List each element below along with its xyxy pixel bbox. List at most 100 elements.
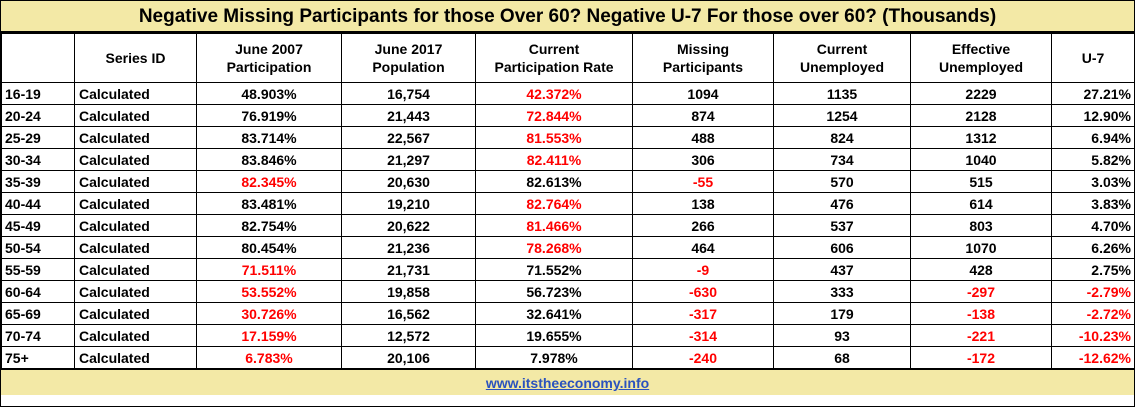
cell-p2007: 48.903% — [196, 82, 342, 105]
footer-bar: www.itstheeconomy.info — [1, 369, 1134, 395]
table-row: 25-29 Calculated 83.714% 22,567 81.553% 488 82… — [1, 126, 1135, 149]
cell-age: 25-29 — [1, 126, 75, 149]
header-line2: Unemployed — [938, 59, 1023, 75]
header-june-2007-participation: June 2007 Participation — [196, 33, 342, 83]
header-row: Series ID June 2007 Participation June 2017… — [1, 33, 1135, 83]
header-line2: Participation — [226, 59, 312, 75]
cell-current-rate: 81.466% — [475, 214, 633, 237]
cell-pop2017: 20,622 — [341, 214, 476, 237]
cell-age: 20-24 — [1, 104, 75, 127]
cell-unemployed: 333 — [773, 280, 911, 303]
cell-effective: 515 — [910, 170, 1052, 193]
table-row: 16-19 Calculated 48.903% 16,754 42.372% 1094 1… — [1, 82, 1135, 105]
cell-current-rate: 32.641% — [475, 302, 633, 325]
cell-unemployed: 734 — [773, 148, 911, 171]
header-line1: Current — [816, 41, 868, 57]
cell-unemployed: 476 — [773, 192, 911, 215]
cell-age: 75+ — [1, 346, 75, 369]
cell-current-rate: 71.552% — [475, 258, 633, 281]
cell-p2007: 71.511% — [196, 258, 342, 281]
cell-series: Calculated — [74, 302, 197, 325]
cell-u7: -2.72% — [1051, 302, 1135, 325]
table-row: 35-39 Calculated 82.345% 20,630 82.613% -55 57… — [1, 170, 1135, 193]
cell-series: Calculated — [74, 170, 197, 193]
cell-pop2017: 22,567 — [341, 126, 476, 149]
cell-series: Calculated — [74, 148, 197, 171]
cell-missing: -9 — [632, 258, 774, 281]
cell-age: 30-34 — [1, 148, 75, 171]
cell-series: Calculated — [74, 192, 197, 215]
cell-missing: -314 — [632, 324, 774, 347]
cell-missing: 306 — [632, 148, 774, 171]
cell-effective: 2229 — [910, 82, 1052, 105]
cell-current-rate: 72.844% — [475, 104, 633, 127]
cell-missing: -630 — [632, 280, 774, 303]
cell-series: Calculated — [74, 258, 197, 281]
header-age — [1, 33, 75, 83]
cell-u7: 5.82% — [1051, 148, 1135, 171]
cell-p2007: 6.783% — [196, 346, 342, 369]
cell-effective: 1312 — [910, 126, 1052, 149]
cell-unemployed: 179 — [773, 302, 911, 325]
cell-current-rate: 81.553% — [475, 126, 633, 149]
cell-pop2017: 21,297 — [341, 148, 476, 171]
cell-missing: 874 — [632, 104, 774, 127]
cell-current-rate: 56.723% — [475, 280, 633, 303]
cell-u7: -10.23% — [1051, 324, 1135, 347]
cell-missing: -317 — [632, 302, 774, 325]
cell-current-rate: 42.372% — [475, 82, 633, 105]
cell-series: Calculated — [74, 82, 197, 105]
cell-pop2017: 20,106 — [341, 346, 476, 369]
header-line2: Participation Rate — [494, 59, 614, 75]
footer-link[interactable]: www.itstheeconomy.info — [485, 375, 650, 391]
cell-series: Calculated — [74, 280, 197, 303]
cell-effective: -221 — [910, 324, 1052, 347]
cell-series: Calculated — [74, 324, 197, 347]
table-row: 45-49 Calculated 82.754% 20,622 81.466% 266 53… — [1, 214, 1135, 237]
cell-missing: -240 — [632, 346, 774, 369]
cell-current-rate: 7.978% — [475, 346, 633, 369]
cell-age: 55-59 — [1, 258, 75, 281]
cell-missing: 1094 — [632, 82, 774, 105]
cell-missing: 464 — [632, 236, 774, 259]
cell-u7: -12.62% — [1051, 346, 1135, 369]
cell-u7: 3.03% — [1051, 170, 1135, 193]
cell-u7: 12.90% — [1051, 104, 1135, 127]
header-series-id: Series ID — [74, 33, 197, 83]
header-june-2017-population: June 2017 Population — [341, 33, 476, 83]
cell-p2007: 30.726% — [196, 302, 342, 325]
cell-pop2017: 12,572 — [341, 324, 476, 347]
cell-age: 45-49 — [1, 214, 75, 237]
cell-p2007: 53.552% — [196, 280, 342, 303]
table-title: Negative Missing Participants for those … — [1, 1, 1134, 33]
cell-effective: 428 — [910, 258, 1052, 281]
cell-age: 35-39 — [1, 170, 75, 193]
cell-u7: 6.26% — [1051, 236, 1135, 259]
table-body: 16-19 Calculated 48.903% 16,754 42.372% 1094 1… — [1, 82, 1135, 369]
header-current-participation-rate: Current Participation Rate — [475, 33, 633, 83]
cell-unemployed: 68 — [773, 346, 911, 369]
cell-series: Calculated — [74, 126, 197, 149]
cell-unemployed: 93 — [773, 324, 911, 347]
cell-unemployed: 537 — [773, 214, 911, 237]
cell-unemployed: 437 — [773, 258, 911, 281]
header-u7: U-7 — [1051, 33, 1135, 83]
cell-p2007: 83.481% — [196, 192, 342, 215]
cell-pop2017: 20,630 — [341, 170, 476, 193]
cell-missing: 138 — [632, 192, 774, 215]
cell-age: 60-64 — [1, 280, 75, 303]
cell-missing: 488 — [632, 126, 774, 149]
cell-effective: 1040 — [910, 148, 1052, 171]
table-row: 30-34 Calculated 83.846% 21,297 82.411% 306 73… — [1, 148, 1135, 171]
cell-p2007: 83.846% — [196, 148, 342, 171]
cell-effective: -172 — [910, 346, 1052, 369]
header-line2: Unemployed — [799, 59, 884, 75]
table-row: 50-54 Calculated 80.454% 21,236 78.268% 464 60… — [1, 236, 1135, 259]
cell-series: Calculated — [74, 214, 197, 237]
cell-age: 16-19 — [1, 82, 75, 105]
cell-p2007: 80.454% — [196, 236, 342, 259]
cell-series: Calculated — [74, 346, 197, 369]
cell-age: 65-69 — [1, 302, 75, 325]
cell-unemployed: 606 — [773, 236, 911, 259]
header-missing-participants: Missing Participants — [632, 33, 774, 83]
